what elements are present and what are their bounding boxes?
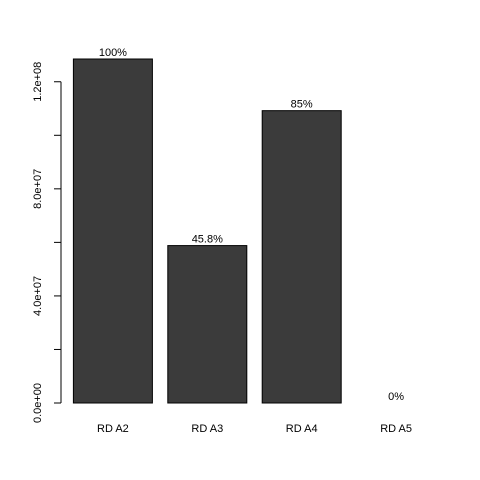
category-label: RD A2: [97, 423, 129, 435]
category-label: RD A4: [286, 423, 318, 435]
bar-data-label: 45.8%: [192, 234, 223, 246]
y-tick-label: 4.0e+07: [32, 276, 44, 316]
bar-rd-a2: [72, 58, 153, 404]
y-tick-label: 1.2e+08: [32, 62, 44, 102]
bar-data-label: 100%: [99, 47, 127, 59]
category-label: RD A3: [191, 423, 223, 435]
y-axis: 0.0e+00 4.0e+07 8.0e+07 1.2e+08: [32, 62, 62, 423]
y-tick-label: 8.0e+07: [32, 169, 44, 209]
category-label: RD A5: [380, 423, 412, 435]
data-labels: 100% 45.8% 85% 0%: [99, 47, 404, 403]
bar-rd-a3: [167, 245, 248, 404]
bar-rd-a4: [261, 110, 342, 404]
category-labels: RD A2 RD A3 RD A4 RD A5: [97, 423, 412, 435]
bars: [72, 58, 342, 404]
bar-data-label: 0%: [388, 391, 404, 403]
bar-data-label: 85%: [291, 99, 313, 111]
y-tick-label: 0.0e+00: [32, 383, 44, 423]
